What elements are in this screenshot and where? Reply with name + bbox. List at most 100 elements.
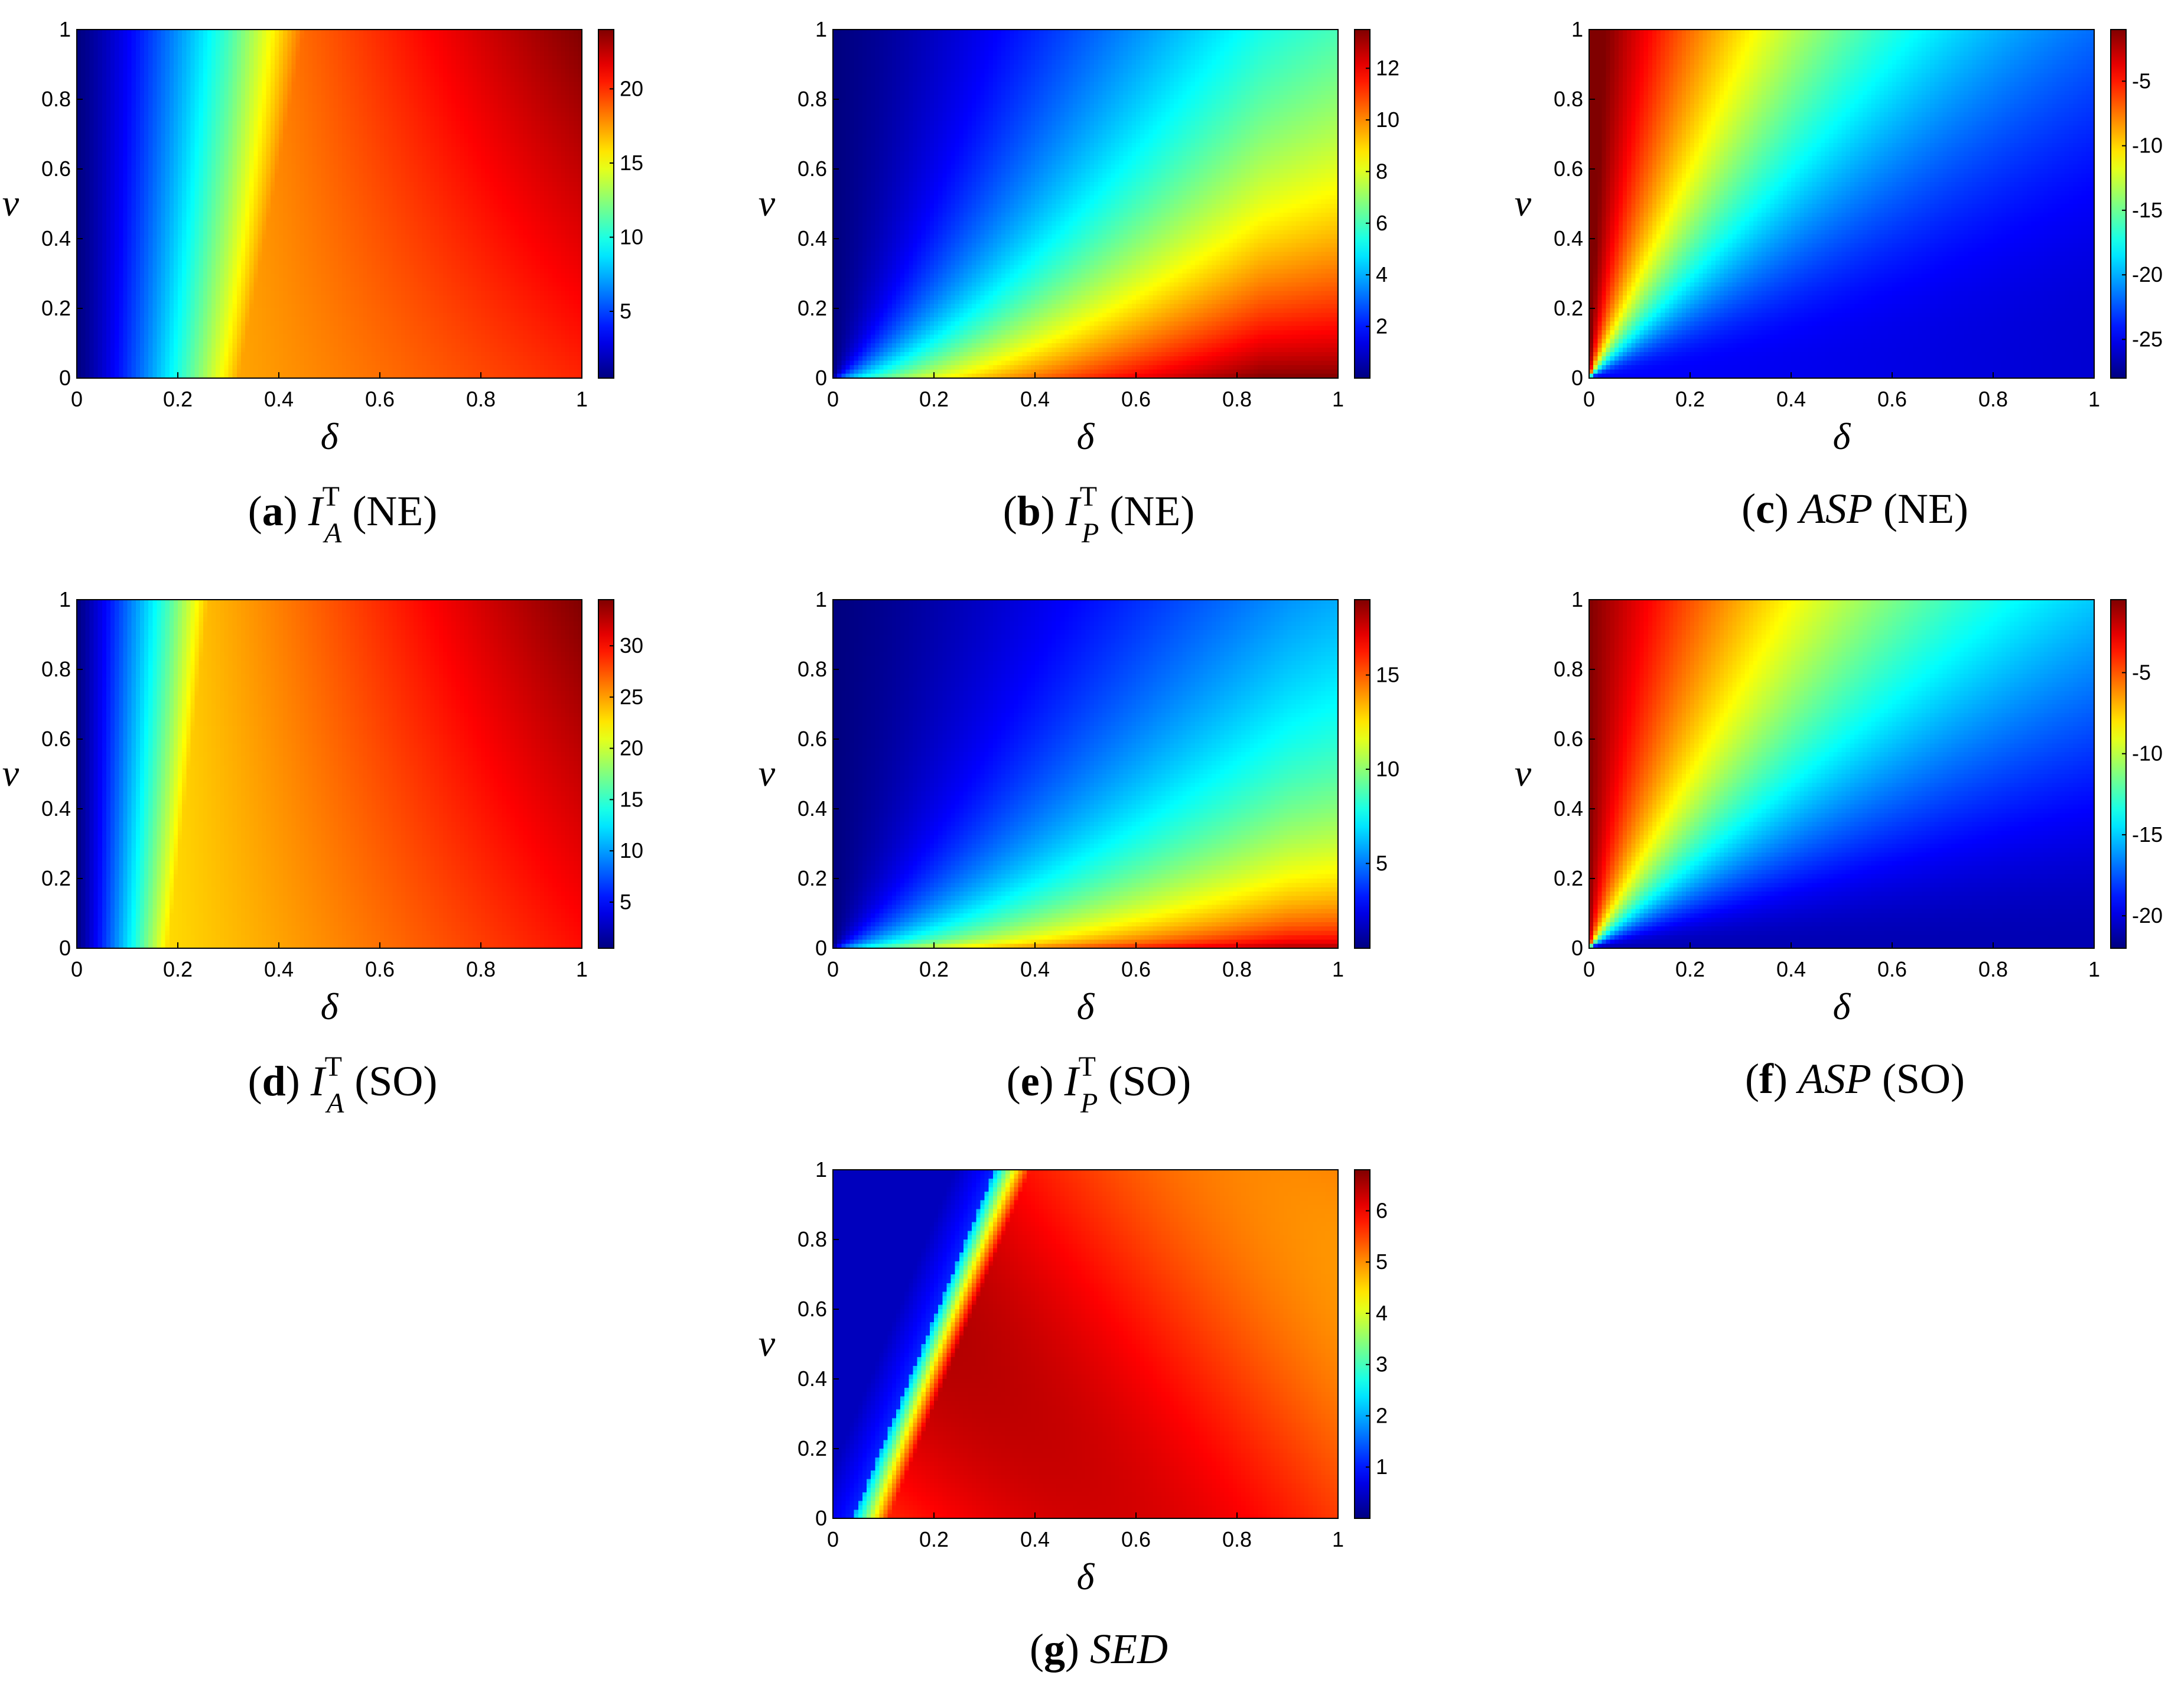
y-tick-label: 0.2 (41, 866, 71, 890)
caption-letter: c (1756, 485, 1775, 532)
caption-close-paren: ) (283, 487, 308, 535)
caption-letter: b (1017, 487, 1041, 535)
x-tick-label: 0.4 (264, 957, 294, 981)
colorbar (1354, 1169, 1371, 1519)
caption-open-paren: ( (1741, 485, 1756, 532)
x-axis-label: δ (1833, 415, 1851, 457)
caption-symbol-base: ASP (1799, 485, 1873, 532)
x-tick-label: 0.6 (1877, 387, 1907, 411)
colorbar-tick-label: 5 (1376, 851, 1388, 875)
caption-symbol-base: SED (1089, 1625, 1168, 1673)
colorbar-tick-label: 15 (620, 151, 643, 175)
y-tick-label: 0.6 (1554, 157, 1583, 181)
y-tick-label: 0.6 (41, 157, 71, 181)
caption-close-paren: ) (1039, 1058, 1065, 1105)
x-tick-label: 0.4 (1020, 957, 1050, 981)
colorbar-tick-label: -10 (2132, 134, 2163, 158)
plot-frame (76, 599, 582, 949)
plot-frame (76, 29, 582, 379)
x-tick-label: 0 (71, 387, 83, 411)
caption-close-paren: ) (1773, 1055, 1798, 1102)
x-axis-label: δ (1077, 1556, 1095, 1598)
x-tick-label: 1 (1332, 1527, 1344, 1551)
x-tick-label: 0.4 (1020, 1527, 1050, 1551)
x-tick-label: 0.2 (919, 387, 949, 411)
heatmap-surface (1589, 600, 2094, 948)
caption-letter: f (1759, 1055, 1773, 1102)
x-tick-label: 0 (827, 957, 839, 981)
y-tick-label: 0.4 (1554, 226, 1583, 250)
plot-frame (1588, 29, 2095, 379)
caption-qualifier: (SO) (1881, 1055, 1965, 1102)
heatmap-surface (1589, 30, 2094, 378)
subfigure-caption: (d) ITA (SO) (18, 1053, 668, 1118)
subfigure-caption: (c) ASP (NE) (1530, 487, 2180, 530)
x-tick-label: 0.4 (1776, 957, 1806, 981)
colorbar-tick-label: -25 (2132, 327, 2163, 351)
colorbar-tick-label: 10 (620, 838, 643, 863)
colorbar-tick-label: 2 (1376, 1403, 1388, 1427)
colorbar-tick-label: 6 (1376, 211, 1388, 235)
y-tick-label: 1 (59, 587, 71, 611)
y-tick-label: 1 (1571, 587, 1583, 611)
y-tick-label: 0.2 (1554, 866, 1583, 890)
colorbar-tick-label: 4 (1376, 262, 1388, 287)
y-tick-label: 0.4 (41, 796, 71, 821)
x-tick-label: 0.8 (1222, 387, 1252, 411)
y-tick-label: 0.4 (41, 226, 71, 250)
caption-letter: d (262, 1058, 286, 1105)
heatmap-chart-c: 0 0.2 0.4 0.6 0.8 1 0 0.2 0.4 0.6 0.8 1 δ ν -25 -20 -15 -… (1515, 17, 2163, 457)
caption-subscript: P (1082, 518, 1099, 549)
caption-close-paren: ) (1775, 485, 1800, 532)
colorbar-tick-label: 20 (620, 736, 643, 760)
caption-superscript: T (322, 481, 340, 512)
panel-f: 0 0.2 0.4 0.6 0.8 1 0 0.2 0.4 0.6 0.8 1 δ ν -20 -15 -10 -… (1515, 587, 2181, 1027)
panel-g: 0 0.2 0.4 0.6 0.8 1 0 0.2 0.4 0.6 0.8 1 δ ν 1 2 3 4 5 6 (759, 1157, 1433, 1598)
x-axis-label: δ (1077, 415, 1095, 457)
y-tick-label: 0 (815, 1506, 827, 1530)
heatmap-chart-f: 0 0.2 0.4 0.6 0.8 1 0 0.2 0.4 0.6 0.8 1 δ ν -20 -15 -10 -… (1515, 587, 2163, 1027)
colorbar (598, 599, 614, 949)
colorbar (1354, 599, 1371, 949)
colorbar-tick-label: 25 (620, 685, 643, 709)
subfigure-caption: (g) SED (774, 1628, 1424, 1670)
y-tick-label: 0.8 (797, 87, 827, 111)
y-tick-label: 0.4 (1554, 796, 1583, 821)
colorbar-tick-label: -5 (2132, 69, 2151, 93)
x-tick-label: 0 (827, 387, 839, 411)
colorbar-tick-label: 10 (1376, 757, 1399, 781)
colorbar-tick-label: 5 (620, 890, 631, 914)
caption-close-paren: ) (285, 1058, 311, 1105)
caption-subscript: A (324, 518, 342, 549)
caption-open-paren: ( (1030, 1625, 1044, 1673)
x-tick-label: 0.8 (1978, 957, 2008, 981)
colorbar-tick-label: 8 (1376, 159, 1388, 183)
heatmap-surface (77, 30, 582, 378)
caption-symbol-base: ASP (1798, 1055, 1871, 1102)
caption-symbol-base: I (1064, 1058, 1079, 1105)
y-tick-label: 0 (1571, 366, 1583, 390)
caption-symbol: ITA (308, 483, 342, 548)
plot-frame (832, 1169, 1339, 1519)
y-tick-label: 0.4 (797, 226, 827, 250)
x-tick-label: 0.6 (1121, 1527, 1151, 1551)
caption-open-paren: ( (1006, 1058, 1021, 1105)
colorbar-tick-label: 5 (620, 299, 631, 323)
caption-letter: e (1020, 1058, 1040, 1105)
x-tick-label: 0 (71, 957, 83, 981)
x-tick-label: 0.8 (1222, 957, 1252, 981)
x-tick-label: 0.2 (1675, 387, 1705, 411)
heatmap-surface (77, 600, 582, 948)
colorbar-tick-label: 20 (620, 76, 643, 100)
x-tick-label: 0 (827, 1527, 839, 1551)
y-tick-label: 0.4 (797, 796, 827, 821)
colorbar-tick-label: -20 (2132, 262, 2163, 287)
y-tick-label: 1 (1571, 17, 1583, 41)
x-tick-label: 0.4 (1020, 387, 1050, 411)
y-tick-label: 0.2 (41, 296, 71, 320)
x-tick-label: 1 (2088, 957, 2100, 981)
y-axis-label: ν (2, 752, 19, 794)
y-axis-label: ν (759, 752, 776, 794)
